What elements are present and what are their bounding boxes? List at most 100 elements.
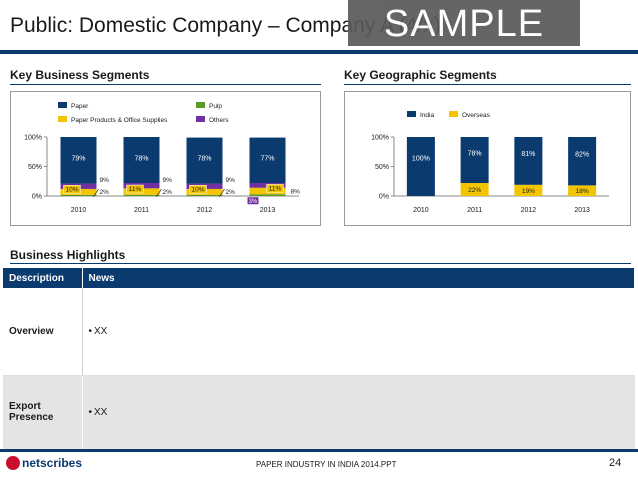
legend-label-3: Others [209,117,229,124]
legend-swatch-2 [196,102,205,108]
data-label-others: 8% [291,189,301,196]
bar-segment [460,183,489,196]
footer-document-name: PAPER INDUSTRY IN INDIA 2014.PPT [256,460,397,469]
bar-segment [249,137,286,184]
geographic-segments-chart: India Overseas 0% 50% 100% 2010 2011 2012 2013 10… [371,111,609,214]
bar-segment [60,194,97,196]
export-presence-label-line2: Presence [9,412,54,424]
bar-segment [186,137,223,184]
export-presence-label: Export Presence [3,375,83,449]
legend-label-1: Paper Products & Office Supplies [71,117,168,124]
x-tick-label: 2010 [413,207,429,214]
data-label-box [266,184,284,193]
y-tick-label: 100% [24,135,42,142]
data-label-paper: 79% [71,156,85,163]
table-row: Export Presence • XX [3,375,635,449]
legend-swatch-0 [58,102,67,108]
data-label-others: 9% [226,177,236,184]
overview-news-text: XX [94,325,108,337]
x-tick-label: 2012 [197,207,213,214]
legend-label-2: Pulp [209,103,222,110]
data-label-overseas: 18% [576,188,589,195]
x-tick-label: 2012 [521,207,537,214]
data-label-overseas: 22% [468,187,481,194]
x-tick-label: 2011 [467,207,482,214]
x-tick-label: 2010 [71,207,87,214]
x-tick-label: 2011 [134,207,149,214]
bar-segment [123,137,160,184]
overview-label: Overview [3,288,83,376]
data-label-pulp: 2% [163,189,173,196]
data-label-others: 9% [100,177,110,184]
bullet-icon: • [88,325,93,337]
bar-segment [568,137,597,186]
bullet-icon: • [88,406,93,418]
bar-segment [60,137,97,184]
legend-label-0: Paper [71,103,89,110]
data-label-paper-products: 10% [191,186,204,193]
sample-watermark: SAMPLE [348,0,580,46]
data-label-box [247,197,259,205]
bar-segment [514,184,543,196]
bar-segment [123,194,160,196]
overview-news-cell: • XX [82,288,635,376]
leader-line [219,188,225,197]
bar-segment [460,137,489,184]
leader-line [93,188,99,197]
y-tick-label: 50% [28,164,42,171]
data-label-paper-products: 11% [269,185,282,192]
data-label-paper-products: 10% [65,186,78,193]
y-tick-label: 0% [379,194,389,201]
export-presence-news-text: XX [94,406,108,418]
news-column-header: News [82,268,635,288]
x-tick-label: 2013 [574,207,590,214]
data-label-india: 78% [468,150,482,157]
x-tick-label: 2013 [260,207,276,214]
logo-text: netscribes [22,456,83,470]
y-tick-label: 0% [32,194,42,201]
y-tick-label: 100% [371,135,389,142]
table-row: Overview • XX [3,288,635,376]
data-label-box [63,185,81,194]
data-label-india: 81% [521,151,535,158]
data-label-box [189,185,207,194]
data-label-others: 9% [163,177,173,184]
legend-swatch-3 [196,116,205,122]
table-header-row: Description News [3,268,635,288]
description-column-header: Description [3,268,83,288]
title-divider [0,50,638,54]
export-presence-label-line1: Export [9,401,41,413]
bar-segment [568,185,597,196]
data-label-india: 100% [412,156,430,163]
business-highlights-rule [10,263,631,264]
data-label-paper-products: 11% [129,186,142,193]
business-highlights-table: Description News Overview • XX Export Pre… [3,268,635,449]
slide-title: Public: Domestic Company – Company A (4/… [10,14,441,37]
data-label-paper: 78% [134,156,148,163]
business-segments-chart: Paper Paper Products & Office Supplies Pul… [24,102,301,214]
business-segments-rule [10,84,321,85]
data-label-india: 82% [575,151,589,158]
business-highlights-heading: Business Highlights [10,248,126,262]
data-label-pulp: 2% [226,189,236,196]
geographic-segments-chart-frame: India Overseas 0% 50% 100% 2010 2011 2012 2013 10… [344,91,631,226]
logo-mark-icon [6,456,20,470]
export-presence-news-cell: • XX [82,375,635,449]
data-label-paper: 77% [260,156,274,163]
legend-swatch-1 [449,111,458,117]
legend-label-1: Overseas [462,112,491,119]
geographic-segments-rule [344,84,631,85]
bar-segment [514,137,543,185]
y-tick-label: 50% [375,164,389,171]
legend-label-0: India [420,112,434,119]
legend-swatch-1 [58,116,67,122]
data-label-box [126,184,144,194]
page-number: 24 [609,457,622,469]
bar-segment [406,137,435,196]
business-segments-heading: Key Business Segments [10,68,150,82]
data-label-paper: 78% [197,156,211,163]
bar-segment [249,194,286,196]
legend-swatch-0 [407,111,416,117]
leader-line [156,188,162,197]
footer-divider [0,449,638,452]
